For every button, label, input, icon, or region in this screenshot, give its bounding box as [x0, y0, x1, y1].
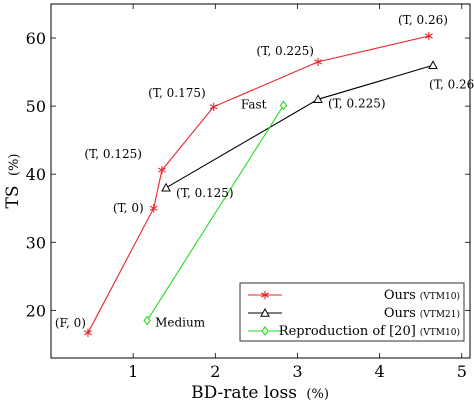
- x-axis-title-text: BD-rate loss: [191, 383, 297, 403]
- point-label: (T, 0): [113, 201, 144, 215]
- y-axis-title: TS (%): [3, 154, 23, 209]
- legend-series-name: Ours: [384, 288, 416, 303]
- x-tick-label: 2: [210, 362, 220, 381]
- point-label: (T, 0.26): [398, 13, 448, 27]
- y-axis-title-unit: (%): [7, 154, 22, 177]
- data-point: [161, 182, 171, 192]
- data-point: [149, 204, 158, 213]
- y-tick-label: 30: [26, 233, 46, 252]
- data-point: [428, 60, 438, 69]
- legend-label: Ours (VTM10): [384, 288, 460, 303]
- data-point: [425, 31, 433, 41]
- legend-series-name: Reproduction of [20]: [279, 324, 416, 339]
- plot-area: 1 2 3 4 5 20 30 40 50 60 (F, 0) (T, 0) (T, 0.125) (T…: [26, 3, 474, 381]
- y-tick-label: 50: [26, 97, 46, 116]
- point-label: (T, 0.225): [328, 96, 386, 110]
- axis-ticks: 1 2 3 4 5 20 30 40 50 60: [26, 4, 470, 381]
- x-axis-title: BD-rate loss (%): [191, 383, 329, 403]
- point-label: Fast: [241, 97, 267, 111]
- data-point: [314, 57, 322, 67]
- data-point: [143, 315, 151, 326]
- plot-frame: [50, 3, 471, 359]
- data-point: [313, 94, 323, 104]
- point-labels: (F, 0) (T, 0) (T, 0.125) (T, 0.175) (T, 0.22…: [55, 13, 474, 330]
- point-label: Medium: [155, 316, 206, 330]
- point-label: (T, 0.125): [176, 186, 234, 200]
- data-point: [84, 328, 92, 338]
- x-axis-title-unit: (%): [306, 387, 329, 402]
- data-point: [279, 100, 288, 111]
- series-line-0: [87, 35, 430, 334]
- legend-marker: [261, 290, 269, 300]
- point-label: (T, 0.225): [256, 44, 314, 58]
- x-tick-label: 4: [375, 362, 385, 381]
- series-line-1: [165, 64, 434, 189]
- y-tick-label: 40: [26, 165, 46, 184]
- legend-series-suffix: (VTM10): [420, 327, 460, 338]
- legend-series-suffix: (VTM21): [420, 309, 460, 320]
- legend-series-suffix: (VTM10): [420, 291, 460, 302]
- legend-label: Reproduction of [20] (VTM10): [279, 324, 460, 339]
- legend-marker: [261, 326, 269, 336]
- x-tick-label: 5: [457, 362, 467, 381]
- data-point: [209, 102, 218, 111]
- point-label: (F, 0): [55, 316, 86, 330]
- y-tick-label: 20: [26, 301, 46, 320]
- x-tick-label: 1: [128, 362, 138, 381]
- y-axis-title-text: TS: [3, 185, 23, 208]
- point-label: (T, 0.175): [148, 86, 206, 100]
- y-tick-label: 60: [26, 29, 46, 48]
- series-markers: [84, 31, 438, 338]
- data-point: [157, 165, 166, 175]
- legend: Ours (VTM10) Ours (VTM21) Reproduction of [2…: [239, 282, 465, 342]
- legend-label: Ours (VTM21): [384, 306, 460, 321]
- x-tick-label: 3: [292, 362, 302, 381]
- legend-series-name: Ours: [384, 306, 416, 321]
- point-label: (T, 0.125): [84, 147, 142, 161]
- legend-marker: [260, 307, 270, 317]
- point-label: (T, 0.26): [429, 77, 474, 91]
- series-line-2: [146, 105, 284, 321]
